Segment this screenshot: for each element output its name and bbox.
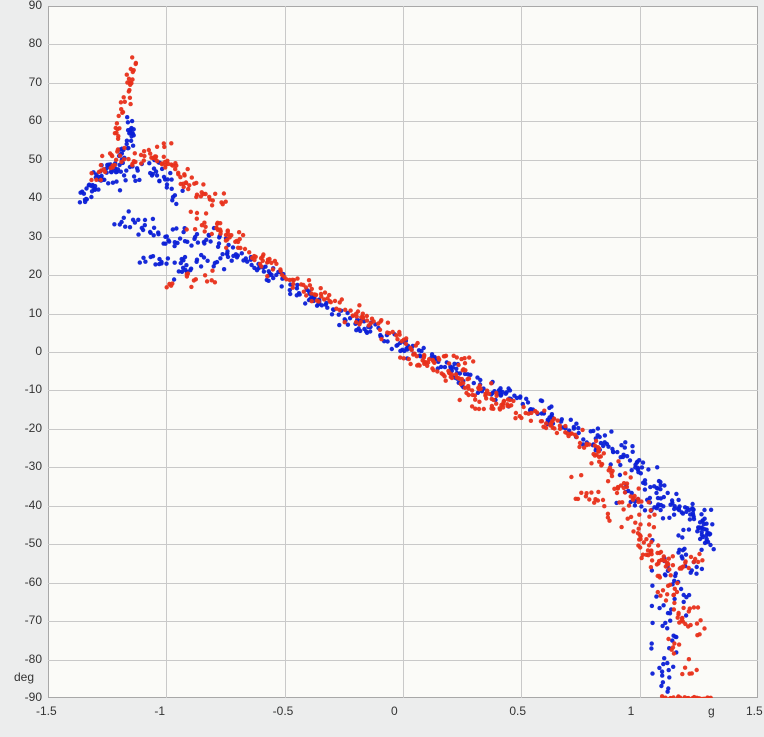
y-axis-label: deg xyxy=(14,670,34,684)
y-tick-label: 70 xyxy=(29,75,42,89)
y-tick-label: 0 xyxy=(35,344,42,358)
x-tick-label: -1.5 xyxy=(36,704,57,718)
y-tick-label: -70 xyxy=(25,613,42,627)
chart-frame: -1.5 -1 -0.5 0 0.5 1 1.5 -90 -80 -70 -60 -50 -40 -30 -… xyxy=(0,0,764,737)
x-axis-label: g xyxy=(708,704,715,718)
y-tick-label: -20 xyxy=(25,421,42,435)
x-tick-label: 1.5 xyxy=(746,704,763,718)
y-tick-label: -60 xyxy=(25,575,42,589)
y-tick-label: 50 xyxy=(29,152,42,166)
y-tick-label: 80 xyxy=(29,36,42,50)
series-red xyxy=(89,55,713,701)
y-tick-label: 10 xyxy=(29,306,42,320)
x-tick-label: 0 xyxy=(391,704,398,718)
y-tick-label: -10 xyxy=(25,382,42,396)
x-tick-label: -1 xyxy=(154,704,165,718)
y-tick-label: 40 xyxy=(29,190,42,204)
x-tick-label: 1 xyxy=(628,704,635,718)
series-blue xyxy=(78,115,716,703)
y-tick-label: -80 xyxy=(25,652,42,666)
y-tick-label: -50 xyxy=(25,536,42,550)
y-tick-label: -40 xyxy=(25,498,42,512)
y-tick-label: 90 xyxy=(29,0,42,12)
x-tick-label: 0.5 xyxy=(509,704,526,718)
y-tick-label: 30 xyxy=(29,229,42,243)
y-tick-label: -90 xyxy=(25,690,42,704)
y-tick-label: 20 xyxy=(29,267,42,281)
y-tick-label: 60 xyxy=(29,113,42,127)
x-tick-label: -0.5 xyxy=(273,704,294,718)
y-tick-label: -30 xyxy=(25,459,42,473)
scatter-canvas xyxy=(0,0,764,737)
